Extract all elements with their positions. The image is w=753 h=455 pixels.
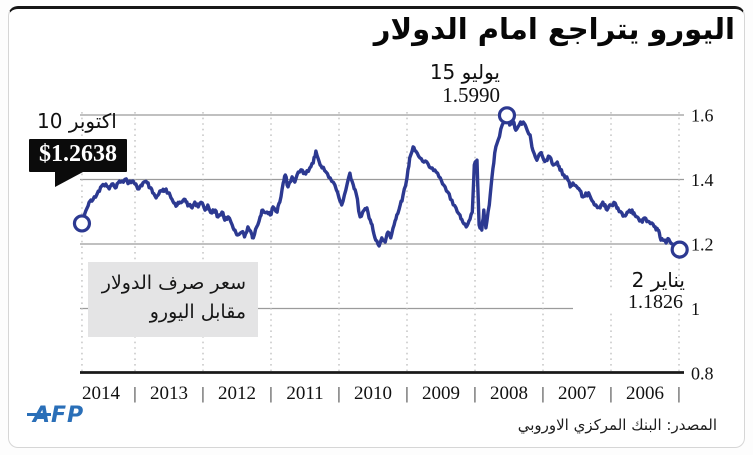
x-tick-mark: | bbox=[405, 384, 408, 403]
marker-circle bbox=[670, 240, 689, 259]
y-tick-label: 0.8 bbox=[691, 364, 714, 384]
eur-usd-price-line bbox=[80, 113, 682, 254]
afp-logo: AFP bbox=[27, 403, 84, 428]
annotation-january-value: 1.1826 bbox=[573, 291, 685, 313]
x-axis-labels: | 2014 | 2013 | 2012 | 2011 | 2010 | 2009 | 2008 | 2007… bbox=[82, 383, 681, 404]
infographic-card bbox=[8, 6, 745, 448]
afp-logo-bar-icon bbox=[27, 413, 51, 416]
series-label-box: سعر صرف الدولار مقابل اليورو bbox=[88, 262, 258, 337]
annotation-october-value: $1.2638 bbox=[39, 141, 117, 167]
x-year-label: 2012 bbox=[218, 383, 256, 404]
annotation-peak-date: 15 يوليو bbox=[429, 60, 500, 84]
marker-circle bbox=[72, 214, 92, 233]
callout-tail bbox=[55, 172, 83, 187]
x-tick-mark: | bbox=[541, 384, 544, 403]
x-tick-mark: | bbox=[337, 384, 340, 403]
x-tick-mark: | bbox=[677, 384, 680, 403]
x-year-label: 2009 bbox=[422, 383, 460, 404]
x-tick-mark: | bbox=[133, 384, 136, 403]
x-year-label: 2011 bbox=[286, 383, 323, 404]
series-label-line1: سعر صرف الدولار bbox=[101, 272, 246, 294]
annotation-october-date: 10 اكتوبر bbox=[37, 109, 117, 133]
annotation-october-callout: $1.2638 bbox=[29, 139, 127, 187]
x-year-label: 2014 bbox=[82, 383, 121, 404]
y-tick-label: 1.4 bbox=[691, 170, 714, 190]
annotation-january-date: 2 يناير bbox=[631, 268, 685, 292]
x-tick-mark: | bbox=[473, 384, 476, 403]
y-tick-label: 1.6 bbox=[691, 106, 714, 126]
source-credit: المصدر: البنك المركزي الاوروبي bbox=[517, 416, 717, 434]
x-tick-mark: | bbox=[201, 384, 204, 403]
x-year-label: 2006 bbox=[626, 383, 664, 404]
y-tick-label: 1 bbox=[691, 299, 700, 319]
series-label-line2: مقابل اليورو bbox=[149, 301, 246, 324]
annotation-peak-value: 1.5990 bbox=[442, 82, 500, 107]
horizontal-gridlines bbox=[80, 114, 684, 310]
x-tick-mark: | bbox=[269, 384, 272, 403]
y-tick-label: 1.2 bbox=[691, 235, 714, 255]
annotation-january: 2 يناير 1.1826 bbox=[573, 269, 685, 313]
annotation-peak: 15 يوليو 1.5990 bbox=[388, 60, 500, 107]
y-axis-labels: 1.6 1.4 1.2 1 0.8 bbox=[691, 106, 714, 384]
x-tick-mark: | bbox=[609, 384, 612, 403]
x-year-label: 2008 bbox=[490, 383, 528, 404]
data-point-markers bbox=[72, 106, 689, 259]
page-title: اليورو يتراجع امام الدولار bbox=[373, 12, 735, 46]
x-year-label: 2007 bbox=[558, 383, 596, 404]
x-year-label: 2010 bbox=[354, 383, 392, 404]
x-year-label: 2013 bbox=[150, 383, 188, 404]
marker-circle bbox=[497, 106, 517, 125]
